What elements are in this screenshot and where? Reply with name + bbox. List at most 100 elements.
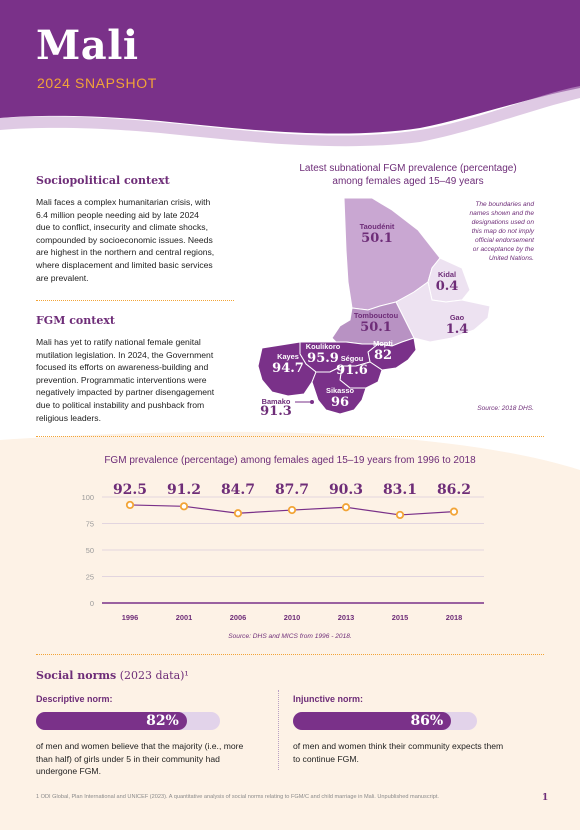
page-subtitle: 2024 SNAPSHOT: [37, 75, 157, 91]
y-tick-label: 100: [82, 493, 94, 502]
x-tick-label: 2001: [176, 613, 192, 622]
text-line: religious leaders.: [36, 412, 101, 423]
text-line: of men and women believe that the majori…: [36, 741, 244, 751]
text-line: are prevalent.: [36, 272, 89, 283]
map-title-line: among females aged 15–49 years: [332, 175, 484, 187]
map-title: Latest subnational FGM prevalence (perce…: [260, 163, 556, 188]
data-point: [233, 509, 243, 518]
region-name: Gao: [449, 313, 465, 322]
text-line: 6.4 million people needing aid by late 2…: [36, 209, 199, 220]
descriptive-norm-bar: 82%: [36, 712, 220, 730]
map-source: Source: 2018 DHS.: [477, 405, 534, 412]
region-name: Koulikoro: [305, 342, 341, 351]
descriptive-norm-value: 82%: [146, 713, 179, 729]
section-divider: [36, 654, 544, 655]
region-value: 50.1: [361, 231, 393, 246]
chart-title: FGM prevalence (percentage) among female…: [104, 455, 476, 466]
norms-divider: [278, 690, 279, 770]
region-name: Taoudénit: [359, 222, 395, 231]
region-name: Sikasso: [326, 386, 354, 395]
data-label: 83.1: [383, 482, 417, 498]
header-wave-light: [0, 86, 580, 147]
map-disclaimer: The boundaries and names shown and the d…: [432, 200, 534, 263]
descriptive-norm-label: Descriptive norm:: [36, 694, 113, 704]
disclaimer-line: this map do not imply: [471, 228, 534, 235]
disclaimer-line: The boundaries and: [475, 201, 534, 208]
injunctive-norm-bar-fill: 86%: [293, 712, 452, 730]
x-tick-label: 2010: [284, 613, 300, 622]
sociopolitical-heading: Sociopolitical context: [36, 174, 170, 187]
map-label-mopti: Mopti 82: [368, 339, 398, 363]
disclaimer-line: designations used on: [471, 219, 534, 226]
data-point: [449, 507, 459, 516]
y-tick-label: 25: [86, 573, 94, 582]
text-line: due to political instability and pushbac…: [36, 399, 205, 410]
region-name: Mopti: [373, 339, 393, 348]
region-name: Tombouctou: [353, 311, 399, 320]
region-sikasso: [311, 365, 367, 415]
y-tick-label: 50: [86, 546, 94, 555]
data-label: 86.2: [437, 482, 471, 498]
disclaimer-line: official endorsement: [474, 237, 534, 244]
injunctive-norm-label: Injunctive norm:: [293, 694, 364, 704]
injunctive-norm-value: 86%: [410, 713, 444, 729]
text-line: negatively impacted by partner disengage…: [36, 387, 215, 398]
region-value: 50.1: [360, 320, 392, 335]
disclaimer-line: or acceptance by the: [472, 246, 534, 253]
fgm-context-heading: FGM context: [36, 314, 115, 327]
text-line: focused its efforts on awareness-buildin…: [36, 362, 209, 373]
map-title-line: Latest subnational FGM prevalence (perce…: [299, 163, 517, 174]
map-label-segou: Ségou 91.6: [336, 354, 368, 378]
region-name: Kidal: [437, 270, 457, 279]
y-tick-label: 0: [90, 599, 94, 608]
data-label: 91.2: [167, 482, 201, 498]
x-tick-label: 2015: [392, 613, 408, 622]
descriptive-norm-text: of men and women believe that the majori…: [36, 740, 243, 778]
text-line: mutilation legislation. In 2024, the Gov…: [36, 349, 214, 360]
text-line: Mali faces a complex humanitarian crisis…: [36, 197, 211, 207]
region-value: 91.6: [336, 363, 368, 378]
data-label: 90.3: [329, 482, 363, 498]
x-tick-label: 2006: [230, 613, 246, 622]
injunctive-norm-text: of men and women think their community e…: [293, 740, 503, 765]
map-label-gao: Gao 1.4: [442, 313, 472, 337]
footnote: 1 ODI Global, Plan International and UNI…: [36, 794, 439, 800]
data-point: [179, 502, 189, 511]
social-norms-title: Social norms: [36, 669, 117, 682]
page-title: Mali: [36, 22, 139, 69]
section-divider: [36, 436, 544, 437]
data-point: [341, 503, 351, 512]
map-label-koulikoro: Koulikoro 95.9: [300, 342, 346, 366]
region-value: 96: [330, 395, 350, 410]
fgm-context-text: Mali has yet to ratify national female g…: [36, 336, 214, 424]
text-line: to continue FGM.: [293, 753, 359, 764]
y-tick-label: 75: [86, 520, 94, 529]
data-label: 92.5: [113, 482, 147, 498]
data-label: 84.7: [221, 482, 255, 498]
map-label-tombouctou: Tombouctou 50.1: [348, 311, 404, 335]
region-name: Ségou: [340, 354, 364, 363]
x-tick-label: 2018: [446, 613, 462, 622]
text-line: prevention. Programmatic interventions w…: [36, 374, 207, 385]
section-divider: [36, 300, 234, 301]
map-label-sikasso: Sikasso 96: [322, 386, 358, 410]
data-label: 87.7: [275, 482, 309, 498]
text-line: are highest in the northern and central …: [36, 247, 215, 258]
data-point: [395, 510, 405, 520]
data-point: [125, 500, 135, 510]
region-value: 91.3: [260, 404, 292, 419]
text-line: where displacement and limited basic ser…: [36, 259, 213, 270]
x-tick-label: 2013: [338, 613, 354, 622]
text-line: Mali has yet to ratify national female g…: [36, 337, 201, 347]
map-label-kayes: Kayes 94.7: [270, 352, 306, 376]
social-norms-year: (2023 data)¹: [119, 669, 189, 682]
map-label-bamako: Bamako 91.3: [256, 397, 296, 418]
region-value: 0.4: [435, 279, 459, 294]
region-value: 1.4: [445, 322, 469, 337]
cream-wave-background: [0, 431, 580, 830]
region-value: 82: [373, 348, 393, 363]
page-number: 1: [542, 793, 549, 803]
text-line: due to conflict, insecurity and climate …: [36, 222, 208, 233]
map-label-kidal: Kidal 0.4: [432, 270, 462, 294]
